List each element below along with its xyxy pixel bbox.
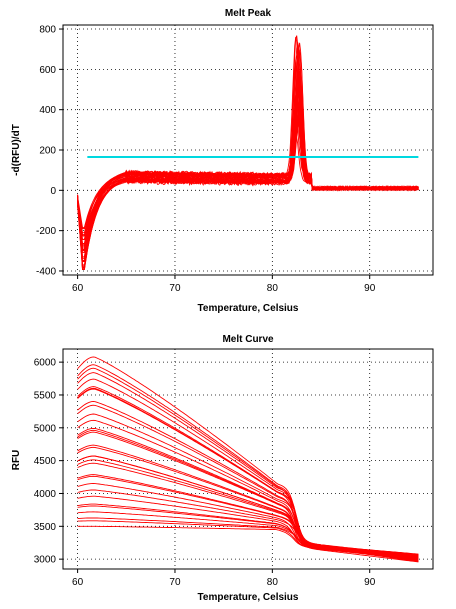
melt-curve-x-tick-label: 70 [169, 577, 181, 588]
melt-peak-series-line [77, 42, 419, 252]
melt-curve-ticks: 60 70 80 90 3000 3500 4000 4500 5000 5500 6000 [34, 358, 376, 588]
melt-curve-series-line [77, 387, 419, 562]
melt-curve-series-group [77, 356, 419, 563]
melt-curve-y-tick-label: 6000 [34, 358, 57, 369]
melt-peak-series-line [77, 76, 419, 260]
melt-peak-series-line [77, 61, 419, 236]
melt-curve-series-line [77, 431, 419, 560]
melt-curve-x-tick-label: 90 [364, 577, 376, 588]
melt-peak-y-tick-label: -400 [36, 266, 56, 277]
melt-curve-y-tick-label: 4000 [34, 489, 57, 500]
melt-peak-x-tick-label: 80 [267, 283, 279, 294]
melt-peak-y-tick-label: 400 [39, 105, 56, 116]
melt-curve-series-line [77, 427, 419, 555]
melt-curve-series-line [77, 372, 419, 557]
melt-peak-series-line [77, 42, 419, 266]
melt-peak-x-tick-label: 60 [72, 283, 84, 294]
melt-peak-y-tick-label: -200 [36, 226, 56, 237]
melt-peak-y-tick-label: 800 [39, 25, 56, 36]
melt-peak-series-line [77, 94, 419, 244]
melt-curve-series-line [77, 517, 419, 563]
melt-curve-y-tick-label: 3500 [34, 522, 57, 533]
melt-peak-y-tick-label: 200 [39, 146, 56, 157]
melt-peak-series-line [77, 55, 419, 268]
melt-peak-grid [63, 25, 433, 275]
melt-peak-chart: Melt Peak 60 70 80 90-400-2000200400600800 … [11, 8, 434, 314]
melt-peak-series-line [77, 94, 419, 228]
melt-curve-series-line [77, 367, 419, 563]
melt-curve-series-line [77, 419, 419, 557]
melt-curve-x-tick-label: 60 [72, 577, 84, 588]
melt-peak-series-line [77, 59, 419, 268]
melt-peak-series-line [77, 35, 419, 241]
melt-curve-y-tick-label: 5500 [34, 390, 57, 401]
melt-peak-series-line [77, 46, 419, 261]
melt-peak-x-tick-label: 70 [169, 283, 181, 294]
melt-peak-series-line [77, 115, 419, 270]
melt-curve-series-line [77, 378, 419, 556]
melt-curve-series-line [77, 388, 419, 556]
melt-peak-series-line [77, 99, 419, 251]
melt-curve-y-tick-label: 3000 [34, 555, 57, 566]
melt-peak-series-line [77, 115, 419, 258]
melt-curve-series-line [77, 364, 419, 560]
melt-curve-series-line [77, 404, 419, 556]
melt-curve-y-axis-label: RFU [11, 450, 22, 471]
melt-curve-title: Melt Curve [222, 334, 274, 345]
melt-peak-y-axis-label: -d(RFU)/dT [11, 124, 22, 176]
melt-curve-series-line [77, 429, 419, 562]
melt-peak-series-line [77, 87, 419, 250]
melt-peak-series-line [77, 76, 419, 248]
melt-curve-x-axis-label: Temperature, Celsius [198, 592, 299, 603]
melt-peak-y-tick-label: 0 [50, 186, 56, 197]
melt-curve-y-tick-label: 4500 [34, 456, 57, 467]
melt-curve-x-tick-label: 80 [267, 577, 279, 588]
melt-peak-ticks: 60 70 80 90 -400 -200 0 200 400 600 800 [36, 25, 376, 294]
melt-peak-x-tick-label: 90 [364, 283, 376, 294]
melt-curve-series-line [77, 455, 419, 560]
melt-peak-series-group [77, 35, 419, 271]
melt-curve-series-line [77, 386, 419, 559]
melt-curve-series-line [77, 400, 419, 558]
melt-curve-series-line [77, 413, 419, 559]
melt-peak-x-axis-label: Temperature, Celsius [198, 303, 299, 314]
melt-peak-series-line [77, 73, 419, 230]
melt-curve-series-line [77, 462, 419, 559]
melt-peak-series-line [77, 70, 419, 269]
melt-curve-y-tick-label: 5000 [34, 423, 57, 434]
melt-curve-chart: Melt Curve 60 70 80 90 3000 3500 4000 4500 5000 5… [11, 334, 434, 603]
melt-curve-grid [63, 349, 433, 569]
melt-peak-series-line [77, 65, 419, 237]
melt-curve-series-line [77, 356, 419, 560]
melt-peak-title: Melt Peak [225, 8, 272, 19]
melt-peak-series-line [77, 51, 419, 230]
melt-peak-series-line [77, 130, 419, 271]
melt-peak-y-tick-label: 600 [39, 65, 56, 76]
melt-curve-plot-frame [62, 348, 434, 570]
melt-curve-series-line [77, 459, 419, 561]
